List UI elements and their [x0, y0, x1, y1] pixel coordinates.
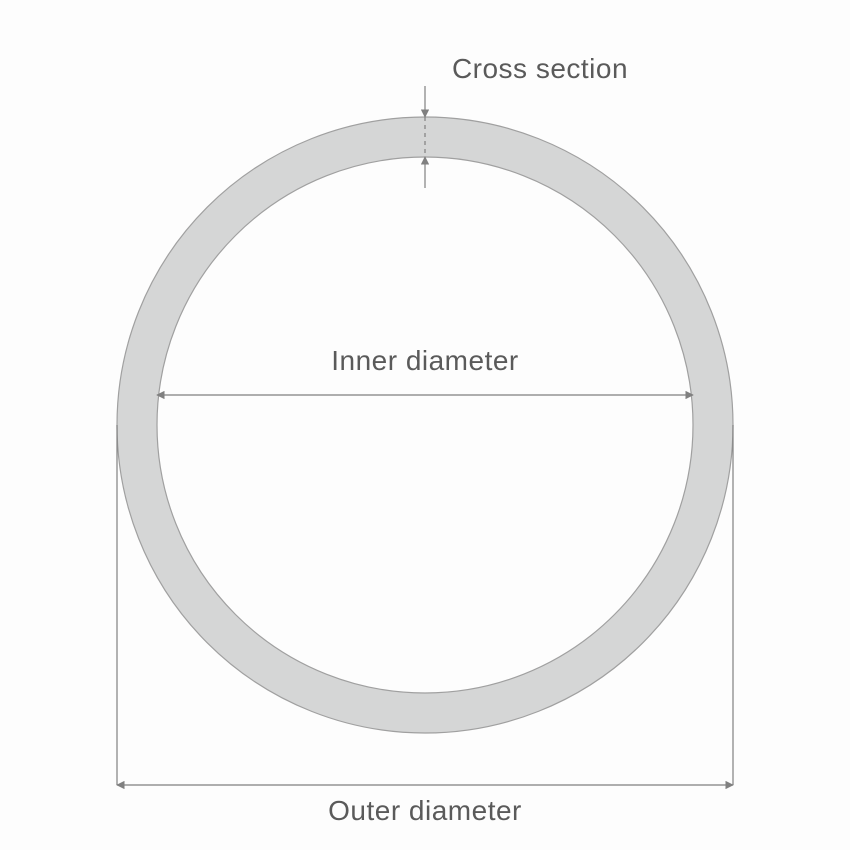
- outer-diameter-label: Outer diameter: [328, 795, 522, 826]
- cross-section-label: Cross section: [452, 53, 628, 84]
- inner-diameter-label: Inner diameter: [331, 345, 519, 376]
- ring-annulus: [117, 117, 733, 733]
